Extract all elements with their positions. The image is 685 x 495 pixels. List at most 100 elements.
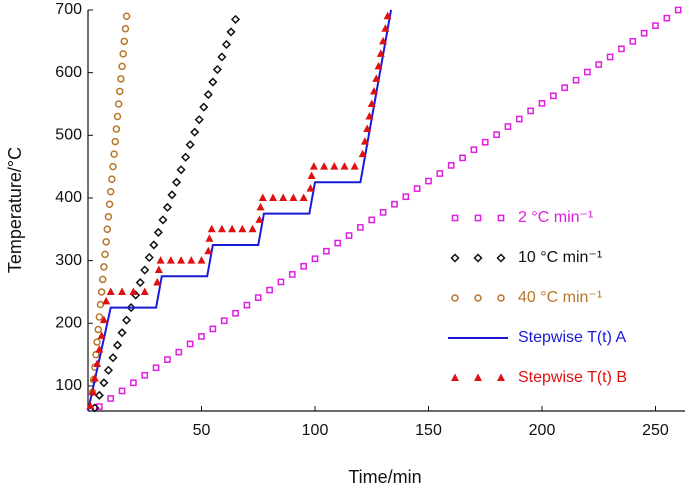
data-point [105, 200, 114, 208]
data-point [230, 14, 241, 24]
data-point [166, 256, 175, 264]
x-tick-label: 200 [529, 422, 556, 439]
data-point [413, 185, 421, 192]
data-point [112, 340, 123, 350]
legend-label: 10 °C min⁻¹ [518, 249, 602, 266]
data-point [99, 275, 107, 284]
legend-marker [474, 294, 482, 302]
data-point [309, 162, 318, 170]
data-point [104, 213, 113, 221]
legend-marker [473, 253, 483, 263]
data-point [358, 149, 367, 158]
data-point [340, 162, 349, 170]
data-point [363, 124, 372, 133]
data-point [561, 84, 569, 92]
data-point [258, 193, 267, 201]
y-tick-label: 200 [55, 315, 82, 332]
data-point [187, 256, 196, 264]
data-point [504, 123, 512, 130]
data-point [320, 162, 329, 170]
data-point [379, 209, 387, 216]
legend-marker [496, 253, 506, 263]
y-tick-label: 300 [55, 252, 82, 269]
data-point [383, 11, 392, 20]
data-point [103, 365, 113, 375]
legend-marker [474, 373, 482, 381]
data-point [97, 288, 106, 296]
data-point [256, 202, 265, 211]
data-point [185, 140, 195, 150]
data-point [228, 224, 237, 233]
data-point [153, 227, 163, 237]
data-point [345, 232, 353, 239]
data-point [205, 234, 214, 242]
data-point [108, 175, 116, 183]
data-point [107, 395, 115, 402]
data-point [350, 162, 359, 170]
data-point [549, 92, 557, 100]
data-point [94, 325, 102, 334]
data-point [425, 177, 432, 185]
data-point [606, 53, 614, 61]
data-point [116, 87, 124, 96]
data-point [108, 353, 118, 363]
data-point [140, 287, 149, 295]
data-point [370, 86, 379, 95]
data-point [135, 277, 145, 288]
data-point [103, 225, 112, 234]
y-tick-label: 100 [55, 377, 82, 394]
y-axis-label: Temperature/°C [5, 147, 25, 273]
data-point [372, 74, 381, 82]
data-point [118, 62, 126, 71]
legend-label: Stepwise T(t) B [518, 369, 627, 386]
data-point [493, 131, 500, 139]
data-point [122, 315, 132, 325]
legend-marker [451, 373, 459, 381]
data-point [113, 112, 122, 121]
data-point [374, 61, 383, 70]
legend-marker [497, 294, 505, 302]
x-tick-label: 100 [302, 422, 329, 439]
data-point [584, 68, 591, 76]
data-point [106, 287, 115, 295]
data-point [208, 77, 218, 87]
data-point [154, 265, 163, 274]
data-point [152, 364, 160, 372]
data-point [97, 331, 106, 339]
data-point [177, 256, 186, 264]
data-point [129, 287, 138, 295]
data-point [121, 25, 130, 33]
data-point [221, 39, 232, 50]
data-point [144, 252, 154, 263]
data-point [164, 356, 171, 363]
data-point [288, 271, 296, 278]
data-point [402, 193, 410, 201]
data-point [120, 37, 129, 46]
data-point [481, 138, 489, 146]
data-point [334, 239, 342, 247]
data-point [176, 165, 186, 175]
data-point [112, 125, 121, 133]
data-point [459, 154, 466, 162]
data-point [209, 325, 217, 333]
data-point [204, 246, 213, 255]
data-point [307, 171, 316, 180]
data-point [232, 309, 239, 317]
data-point [122, 12, 131, 21]
data-point [248, 224, 257, 233]
data-point [95, 345, 104, 353]
data-point [101, 250, 109, 259]
data-point [226, 27, 236, 37]
data-point [111, 137, 119, 146]
data-point [255, 215, 264, 223]
data-point [368, 216, 376, 224]
data-point [595, 61, 603, 68]
data-point [322, 247, 330, 255]
series-line [87, 9, 393, 412]
data-point [149, 240, 159, 250]
data-point [330, 162, 339, 170]
data-point [102, 238, 110, 246]
y-tick-label: 500 [55, 127, 82, 144]
legend-label: Stepwise T(t) A [518, 329, 627, 346]
